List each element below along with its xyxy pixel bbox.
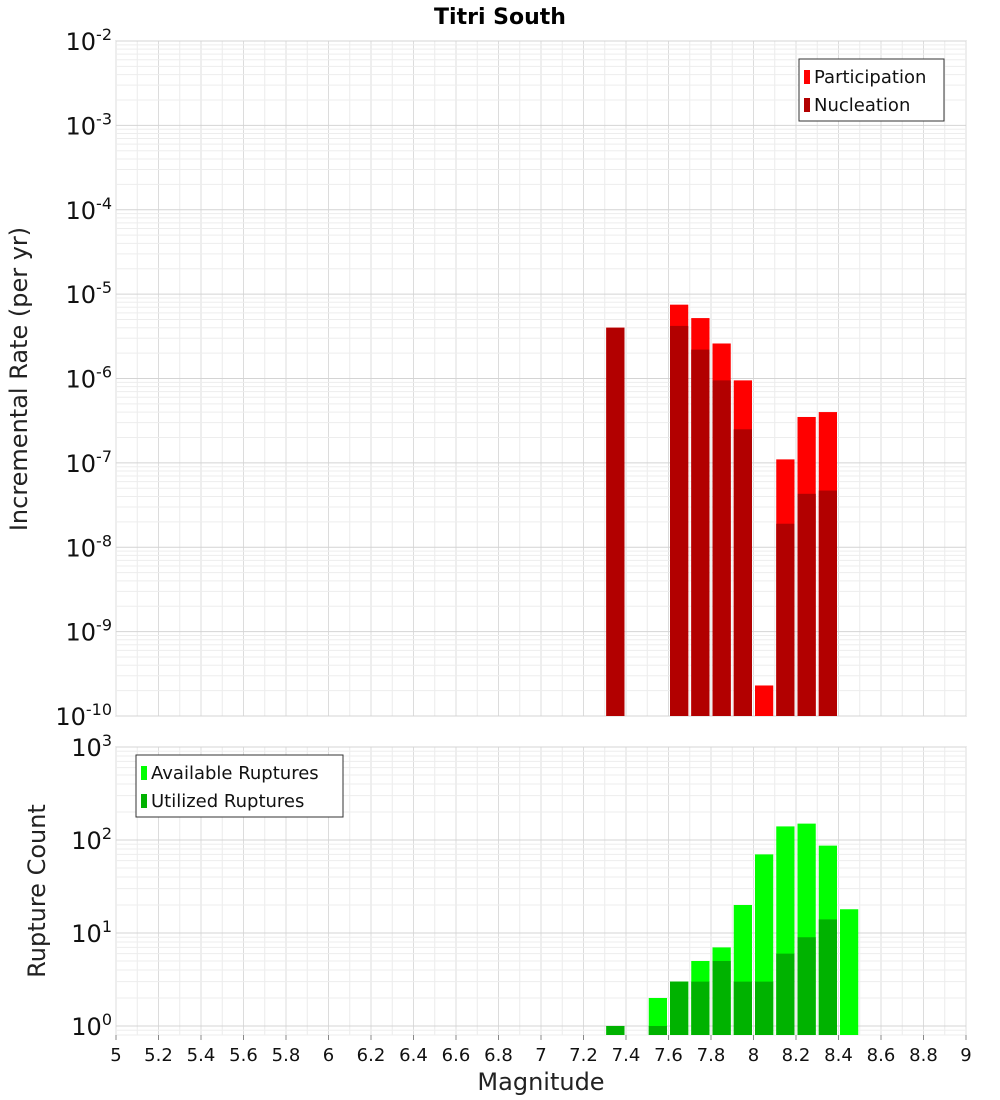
x-tick-label: 6.8 bbox=[484, 1045, 513, 1066]
count-bar-utilized-ruptures bbox=[818, 919, 837, 1035]
count-bar-available-ruptures bbox=[840, 909, 859, 1035]
rate-legend-swatch bbox=[804, 98, 810, 112]
count-y-tick-label: 100 bbox=[71, 1010, 112, 1041]
rate-y-tick-label: 10-3 bbox=[66, 109, 113, 140]
rate-legend-label: Nucleation bbox=[814, 95, 910, 116]
rate-y-axis-label: Incremental Rate (per yr) bbox=[5, 227, 33, 531]
x-tick-label: 8.4 bbox=[824, 1045, 853, 1066]
x-tick-label: 8.6 bbox=[867, 1045, 896, 1066]
count-y-tick-label: 102 bbox=[71, 824, 112, 855]
count-legend: Available Ruptures Utilized Ruptures bbox=[135, 754, 344, 818]
count-y-tick-label: 101 bbox=[71, 917, 112, 948]
rate-y-tick-label: 10-6 bbox=[66, 363, 113, 394]
rate-panel: 10-10 10-9 10-8 10-7 10-6 10-5 10-4 10-3 10-2 In… bbox=[5, 25, 967, 731]
x-axis-ticks: 5 5.2 5.4 5.6 5.8 6 6.2 6.4 6.6 6.8 7 7.2 7.4 7.6 7.8 8… bbox=[110, 1035, 972, 1066]
count-bar-utilized-ruptures bbox=[606, 1025, 625, 1035]
x-tick-label: 5.2 bbox=[144, 1045, 173, 1066]
x-tick-label: 7.6 bbox=[654, 1045, 683, 1066]
rate-y-tick-label: 10-4 bbox=[66, 194, 113, 225]
x-tick-label: 7 bbox=[535, 1045, 546, 1066]
count-legend-label: Available Ruptures bbox=[151, 763, 319, 784]
rate-grid bbox=[115, 40, 967, 717]
rate-y-tick-label: 10-2 bbox=[66, 25, 113, 56]
count-bar-utilized-ruptures bbox=[712, 960, 731, 1035]
x-tick-label: 5.8 bbox=[272, 1045, 301, 1066]
count-bar-utilized-ruptures bbox=[776, 953, 795, 1035]
x-tick-label: 6.4 bbox=[399, 1045, 428, 1066]
x-tick-label: 5.6 bbox=[229, 1045, 258, 1066]
rate-bars bbox=[606, 304, 837, 716]
x-axis-label: Magnitude bbox=[477, 1068, 604, 1096]
rate-bar-nucleation bbox=[691, 349, 710, 716]
x-tick-label: 5.4 bbox=[187, 1045, 216, 1066]
x-tick-label: 6.2 bbox=[357, 1045, 386, 1066]
count-bar-utilized-ruptures bbox=[691, 981, 710, 1035]
count-bar-utilized-ruptures bbox=[670, 981, 689, 1035]
rate-bar-nucleation bbox=[733, 429, 752, 716]
rate-bar-participation bbox=[755, 685, 774, 716]
rate-y-tick-label: 10-5 bbox=[66, 278, 113, 309]
count-legend-label: Utilized Ruptures bbox=[151, 791, 304, 812]
x-tick-label: 8.8 bbox=[909, 1045, 938, 1066]
x-tick-label: 9 bbox=[960, 1045, 971, 1066]
count-bar-utilized-ruptures bbox=[648, 1025, 667, 1035]
x-tick-label: 5 bbox=[110, 1045, 121, 1066]
count-bar-utilized-ruptures bbox=[733, 981, 752, 1035]
rate-y-ticks: 10-10 10-9 10-8 10-7 10-6 10-5 10-4 10-3 10-2 bbox=[55, 25, 112, 731]
rate-y-tick-label: 10-10 bbox=[55, 700, 112, 731]
rate-bar-nucleation bbox=[776, 523, 795, 716]
count-legend-box bbox=[135, 754, 344, 818]
rate-legend-label: Participation bbox=[814, 67, 926, 88]
x-tick-label: 6 bbox=[323, 1045, 334, 1066]
count-y-tick-label: 103 bbox=[71, 731, 112, 762]
rate-legend-box bbox=[798, 58, 945, 122]
rate-bar-nucleation bbox=[712, 380, 731, 716]
count-bar-utilized-ruptures bbox=[797, 937, 816, 1035]
count-panel: 100 101 102 103 Rupture Count Available Rup… bbox=[23, 731, 967, 1041]
count-legend-swatch bbox=[141, 794, 147, 808]
count-y-axis-label: Rupture Count bbox=[23, 804, 51, 978]
x-tick-label: 7.8 bbox=[697, 1045, 726, 1066]
rate-bar-nucleation bbox=[818, 490, 837, 716]
x-tick-label: 8.2 bbox=[782, 1045, 811, 1066]
rate-bar-nucleation bbox=[670, 325, 689, 716]
chart-title: Titri South bbox=[434, 5, 566, 30]
count-bar-available-ruptures bbox=[648, 997, 667, 1035]
x-tick-label: 8 bbox=[748, 1045, 759, 1066]
x-tick-label: 7.4 bbox=[612, 1045, 641, 1066]
rate-y-tick-label: 10-8 bbox=[66, 531, 113, 562]
x-tick-label: 6.6 bbox=[442, 1045, 471, 1066]
count-bars bbox=[606, 823, 859, 1035]
count-y-ticks: 100 101 102 103 bbox=[71, 731, 112, 1041]
rate-y-tick-label: 10-9 bbox=[66, 616, 113, 647]
rate-y-tick-label: 10-7 bbox=[66, 447, 113, 478]
rate-legend-swatch bbox=[804, 70, 810, 84]
rate-legend: Participation Nucleation bbox=[798, 58, 945, 122]
count-bar-utilized-ruptures bbox=[755, 981, 774, 1035]
rate-bar-nucleation bbox=[606, 327, 625, 716]
rate-bar-nucleation bbox=[797, 493, 816, 716]
count-legend-swatch bbox=[141, 766, 147, 780]
x-tick-label: 7.2 bbox=[569, 1045, 598, 1066]
